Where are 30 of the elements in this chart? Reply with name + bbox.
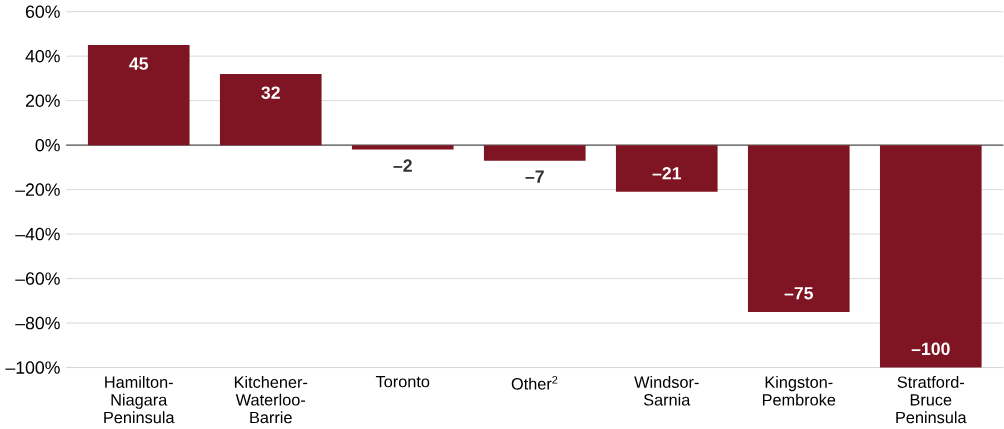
bar (615, 145, 718, 192)
data-label: –75 (784, 287, 814, 300)
bar (87, 45, 190, 146)
bar (747, 145, 850, 313)
data-label: –7 (525, 170, 544, 183)
y-tick-label: 20% (25, 94, 60, 108)
x-tick-label: Hamilton-Niagara Peninsula (104, 376, 175, 424)
y-tick-label: –20% (15, 183, 60, 197)
y-tick-label: –60% (15, 272, 60, 285)
x-tick-label: Other$^{2}$ (511, 376, 558, 390)
x-tick-label: Stratford-Bruce Peninsula (896, 376, 967, 424)
y-tick-label: 0% (35, 139, 60, 152)
bar (879, 145, 982, 368)
x-tick-label: Toronto (375, 376, 430, 388)
x-tick-label: Windsor-Sarnia (634, 376, 699, 406)
x-tick-label: Kingston-Pembroke (762, 376, 836, 406)
data-label: –2 (393, 159, 412, 172)
bar (219, 74, 322, 146)
data-label: –21 (652, 167, 681, 180)
bar (483, 145, 586, 161)
bar (351, 145, 454, 150)
y-tick-label: –40% (15, 227, 60, 241)
x-tick-label: Kitchener-Waterloo-Barrie (234, 376, 308, 424)
y-tick-label: –100% (5, 361, 60, 374)
data-label: –100 (911, 342, 950, 356)
y-tick-label: 40% (25, 50, 60, 63)
data-label: 32 (261, 86, 280, 100)
y-tick-label: 60% (25, 5, 60, 19)
data-label: 45 (129, 57, 149, 70)
y-tick-label: –80% (15, 316, 60, 330)
